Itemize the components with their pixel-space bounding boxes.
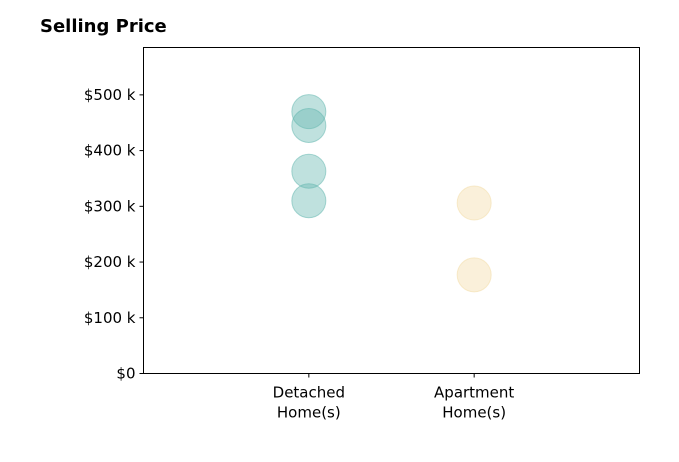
y-tick-label: $400 k <box>84 142 136 160</box>
y-tick-label: $300 k <box>84 197 136 215</box>
y-tick-label: $500 k <box>84 86 136 104</box>
y-tick-label: $100 k <box>84 309 136 327</box>
data-point <box>291 108 327 144</box>
chart-title: Selling Price <box>40 16 167 37</box>
marks-layer <box>291 94 492 293</box>
plot-frame <box>143 47 640 374</box>
x-tick-label: Apartment Home(s) <box>434 384 514 422</box>
x-tick-label: Detached Home(s) <box>273 384 345 422</box>
data-point <box>291 183 327 219</box>
x-axis: Detached Home(s) Apartment Home(s) <box>273 373 514 422</box>
data-point <box>291 153 327 189</box>
y-tick-label: $0 <box>116 365 135 383</box>
data-point <box>291 94 327 130</box>
data-point <box>456 257 492 293</box>
data-point <box>456 185 492 221</box>
y-tick-label: $200 k <box>84 253 136 271</box>
y-axis: $0 $100 k $200 k $300 k $400 k $500 k <box>84 86 144 383</box>
